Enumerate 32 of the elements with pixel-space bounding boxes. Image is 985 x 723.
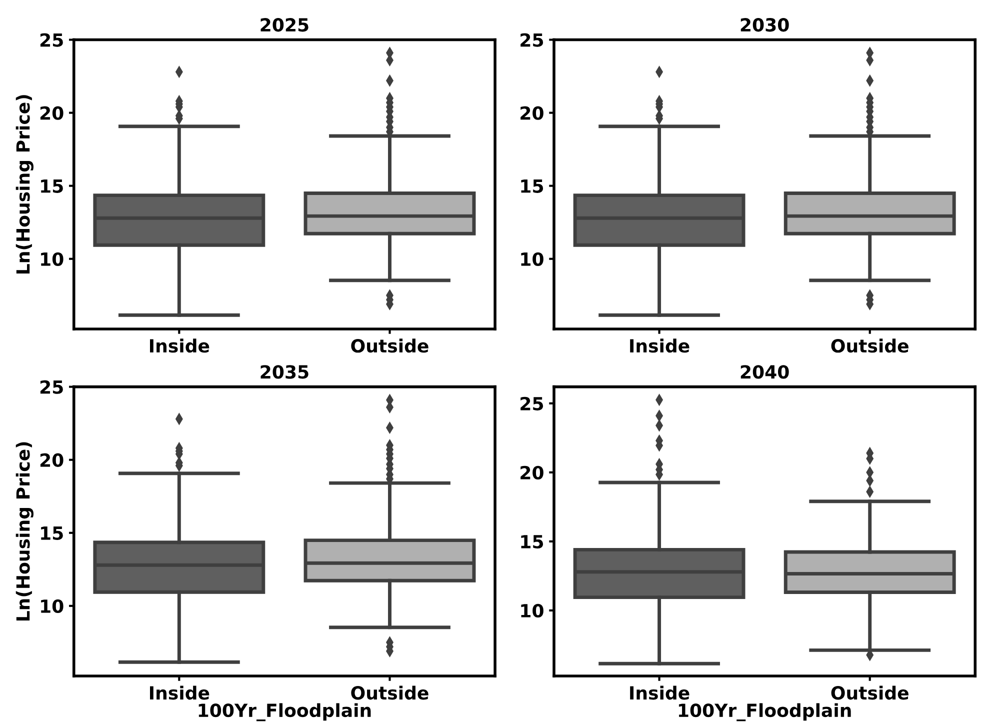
chart-title: 2040 — [740, 365, 789, 379]
y-tick-label: 20 — [40, 106, 64, 120]
y-tick-label: 10 — [521, 252, 544, 266]
x-tick-label: Outside — [831, 686, 908, 700]
y-tick-label: 25 — [40, 33, 63, 47]
x-tick-label: Outside — [351, 686, 428, 700]
x-tick-label: Inside — [630, 338, 690, 353]
y-tick-label: 25 — [40, 380, 63, 394]
y-tick-label: 10 — [41, 252, 64, 266]
x-tick-label: Inside — [630, 686, 690, 700]
chart-title: 2025 — [260, 18, 308, 32]
chart-title: 2030 — [740, 18, 789, 32]
y-tick-label: 10 — [521, 604, 544, 618]
y-axis-title: Ln(Housing Price) — [16, 442, 34, 620]
y-tick-label: 15 — [41, 180, 63, 193]
x-tick-label: Outside — [351, 338, 428, 353]
chart-title: 2035 — [260, 365, 308, 379]
y-tick-label: 20 — [40, 453, 64, 467]
y-tick-label: 20 — [520, 466, 544, 480]
y-tick-label: 15 — [521, 535, 544, 549]
x-tick-label: Inside — [150, 686, 210, 700]
x-tick-label: Outside — [831, 338, 908, 353]
x-axis-title: 100Yr_Floodplain — [678, 703, 851, 722]
x-axis-title: 100Yr_Floodplain — [198, 703, 371, 722]
y-axis-title: Ln(Housing Price) — [16, 95, 34, 274]
y-tick-label: 25 — [520, 33, 544, 47]
y-tick-label: 20 — [520, 106, 544, 120]
x-tick-label: Inside — [150, 338, 210, 353]
y-tick-label: 15 — [41, 526, 63, 540]
y-tick-label: 10 — [41, 599, 64, 614]
y-tick-label: 15 — [521, 180, 544, 193]
y-tick-label: 25 — [520, 396, 544, 410]
